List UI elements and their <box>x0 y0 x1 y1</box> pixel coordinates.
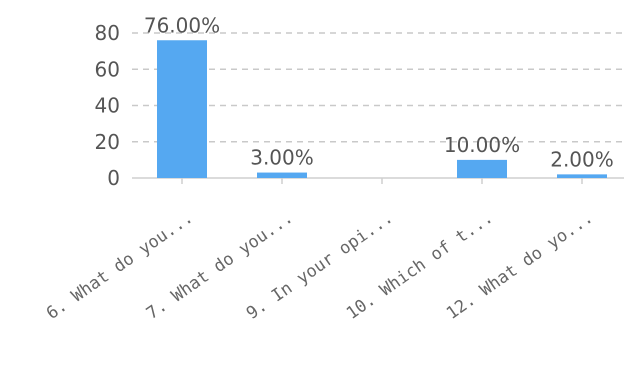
bar <box>557 174 607 178</box>
y-tick-label: 0 <box>107 166 120 190</box>
bar-layer <box>157 40 607 178</box>
bar <box>257 172 307 178</box>
data-label: 2.00% <box>550 147 614 171</box>
data-label: 3.00% <box>250 146 314 170</box>
y-tick-label: 80 <box>95 21 120 45</box>
axis-layer <box>132 177 624 184</box>
bar <box>157 40 207 178</box>
y-tick-label: 20 <box>95 130 120 154</box>
y-tick-label: 60 <box>95 57 120 81</box>
bar <box>457 159 507 178</box>
data-label: 10.00% <box>444 133 520 157</box>
grid-layer <box>132 32 624 143</box>
data-label: 76.00% <box>144 13 220 37</box>
y-tick-label: 40 <box>95 94 120 118</box>
